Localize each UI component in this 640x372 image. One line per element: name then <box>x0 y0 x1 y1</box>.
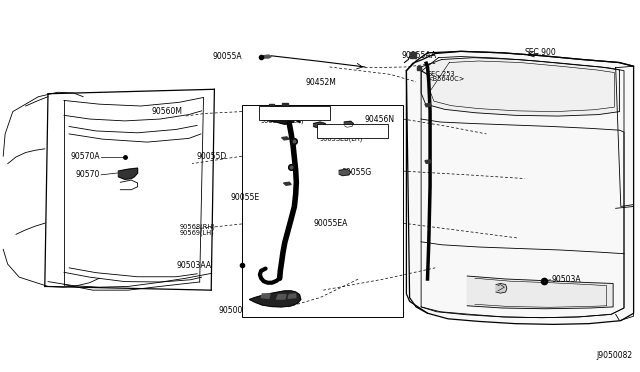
Text: SEC.900: SEC.900 <box>525 48 557 57</box>
Text: 90055AA: 90055AA <box>402 51 437 60</box>
Text: 90055E: 90055E <box>230 193 260 202</box>
Polygon shape <box>496 283 507 293</box>
Polygon shape <box>406 51 634 324</box>
Text: 90055EA(RH): 90055EA(RH) <box>320 130 365 137</box>
Text: 90560M: 90560M <box>152 107 182 116</box>
Text: <B5640C>: <B5640C> <box>428 76 465 81</box>
Polygon shape <box>344 121 353 127</box>
Polygon shape <box>425 103 431 107</box>
Polygon shape <box>262 55 271 58</box>
Text: 90452M: 90452M <box>306 78 337 87</box>
Polygon shape <box>261 106 298 124</box>
Text: SEC.253: SEC.253 <box>428 71 455 77</box>
Text: 90568(RH): 90568(RH) <box>179 224 215 230</box>
Polygon shape <box>467 276 613 309</box>
Text: 90055EC(LH): 90055EC(LH) <box>261 117 305 124</box>
Polygon shape <box>339 169 351 176</box>
Bar <box>317 124 388 138</box>
Text: 90503A: 90503A <box>552 275 581 284</box>
Text: 90570: 90570 <box>76 170 100 179</box>
Polygon shape <box>421 58 620 116</box>
Polygon shape <box>118 168 138 179</box>
Text: 90055EA: 90055EA <box>314 219 348 228</box>
Text: 90055D: 90055D <box>196 152 227 161</box>
Polygon shape <box>276 295 286 299</box>
Text: 90569(LH): 90569(LH) <box>179 230 214 236</box>
Bar <box>242 105 403 317</box>
Text: 90503AA: 90503AA <box>177 262 212 270</box>
Text: 90456N: 90456N <box>365 115 395 124</box>
Bar <box>259 106 330 120</box>
Polygon shape <box>250 291 301 307</box>
Polygon shape <box>314 122 326 128</box>
Polygon shape <box>425 160 431 163</box>
Polygon shape <box>288 294 296 298</box>
Text: 90570A: 90570A <box>70 153 100 161</box>
Polygon shape <box>261 294 270 298</box>
Text: 90055A: 90055A <box>212 52 242 61</box>
Polygon shape <box>282 103 288 106</box>
Polygon shape <box>284 182 291 185</box>
Polygon shape <box>269 104 274 108</box>
Text: 9005SEB(LH): 9005SEB(LH) <box>320 135 364 141</box>
Text: 9005SE  (RH): 9005SE (RH) <box>261 112 305 118</box>
Text: J9050082: J9050082 <box>596 351 632 360</box>
Text: 90055G: 90055G <box>341 169 371 177</box>
Text: 90500: 90500 <box>219 306 243 315</box>
Polygon shape <box>282 137 289 140</box>
